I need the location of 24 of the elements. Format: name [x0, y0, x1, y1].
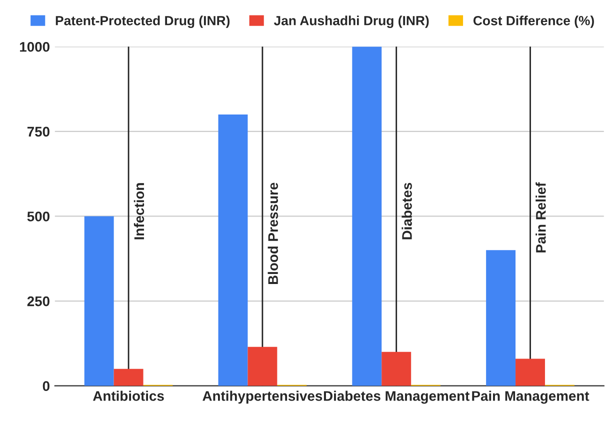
y-tick-label: 250 — [27, 296, 50, 306]
bar — [486, 250, 516, 386]
y-tick-label: 500 — [27, 212, 50, 222]
ref-line-label: Infection — [134, 183, 144, 240]
bar — [84, 216, 114, 386]
y-tick-label: 0 — [42, 381, 50, 392]
x-tick-label: Antibiotics — [93, 390, 164, 401]
bar — [352, 46, 382, 386]
x-tick-label: Diabetes Management — [324, 390, 470, 404]
bar — [248, 346, 278, 386]
x-tick-label: Pain Management — [472, 390, 590, 404]
ref-line-label: Blood Pressure — [268, 182, 278, 284]
y-tick-label: 750 — [27, 126, 50, 137]
legend-label: Patent-Protected Drug (INR) — [56, 16, 230, 28]
legend-label: Jan Aushadhi Drug (INR) — [274, 16, 429, 28]
legend-label: Cost Difference (%) — [473, 16, 594, 28]
bar — [114, 368, 144, 386]
ref-line-label: Diabetes — [402, 182, 412, 240]
bar — [516, 358, 545, 386]
y-tick-label: 1000 — [20, 42, 50, 52]
x-tick-label: Antihypertensives — [202, 390, 322, 404]
ref-line-label: Pain Relief — [536, 182, 546, 252]
bar — [218, 114, 248, 386]
bar — [382, 352, 412, 386]
